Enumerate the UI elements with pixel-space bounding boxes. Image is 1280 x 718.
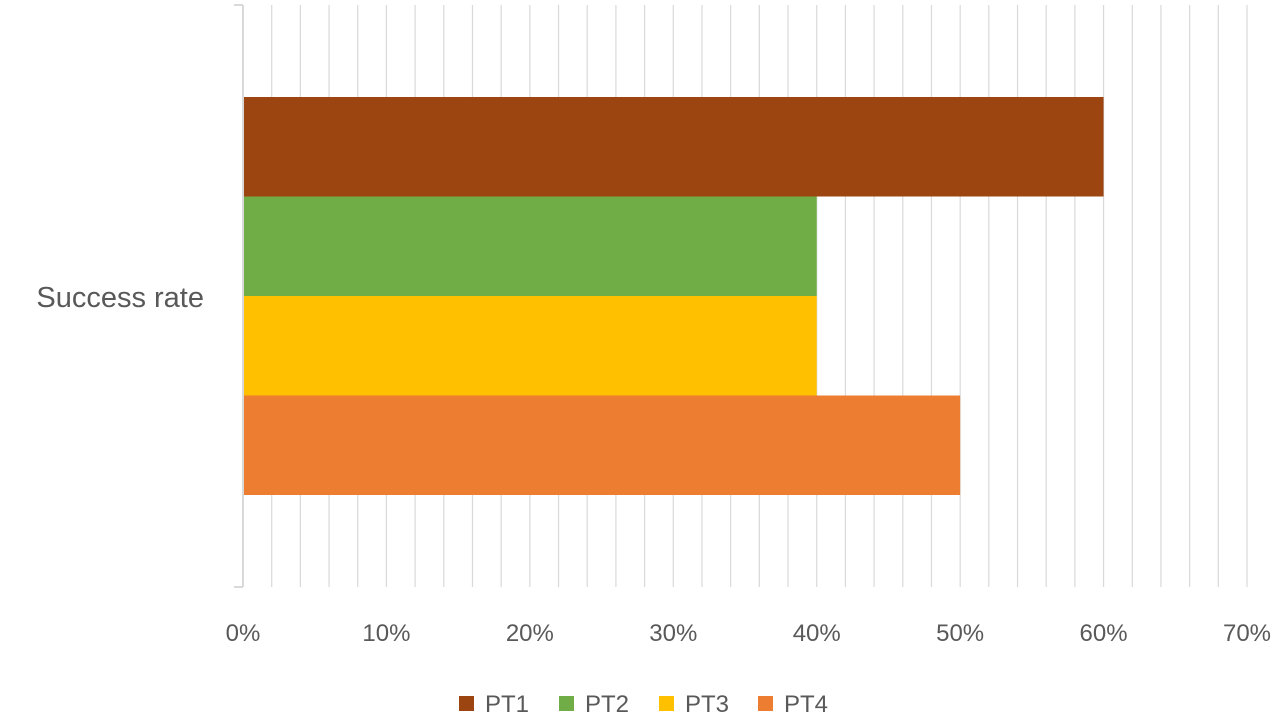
legend-label: PT3 xyxy=(685,691,729,718)
x-tick-labels: 0% 10% 20% 30% 40% 50% 60% 70% xyxy=(226,620,1271,647)
x-tick-label: 30% xyxy=(649,620,697,647)
legend-item-pt4: PT4 xyxy=(758,691,828,718)
x-tick-label: 60% xyxy=(1080,620,1128,647)
legend-swatch xyxy=(758,696,773,711)
category-axis xyxy=(234,4,244,588)
legend: PT1 PT2 PT3 PT4 xyxy=(459,691,828,718)
bar-pt4 xyxy=(243,395,961,495)
x-tick-label: 0% xyxy=(226,620,261,647)
category-label: Success rate xyxy=(36,282,204,314)
legend-label: PT1 xyxy=(485,691,529,718)
bars xyxy=(243,97,1104,495)
x-tick-label: 70% xyxy=(1223,620,1271,647)
legend-item-pt1: PT1 xyxy=(459,691,529,718)
legend-item-pt2: PT2 xyxy=(559,691,629,718)
legend-label: PT2 xyxy=(585,691,629,718)
bar-pt2 xyxy=(243,196,817,296)
x-tick-label: 50% xyxy=(936,620,984,647)
legend-item-pt3: PT3 xyxy=(659,691,729,718)
x-tick-label: 20% xyxy=(506,620,554,647)
bar-pt1 xyxy=(243,97,1104,197)
legend-label: PT4 xyxy=(784,691,828,718)
x-tick-label: 40% xyxy=(793,620,841,647)
legend-swatch xyxy=(559,696,574,711)
legend-swatch xyxy=(459,696,474,711)
legend-swatch xyxy=(659,696,674,711)
bar-pt3 xyxy=(243,296,817,396)
x-tick-label: 10% xyxy=(362,620,410,647)
